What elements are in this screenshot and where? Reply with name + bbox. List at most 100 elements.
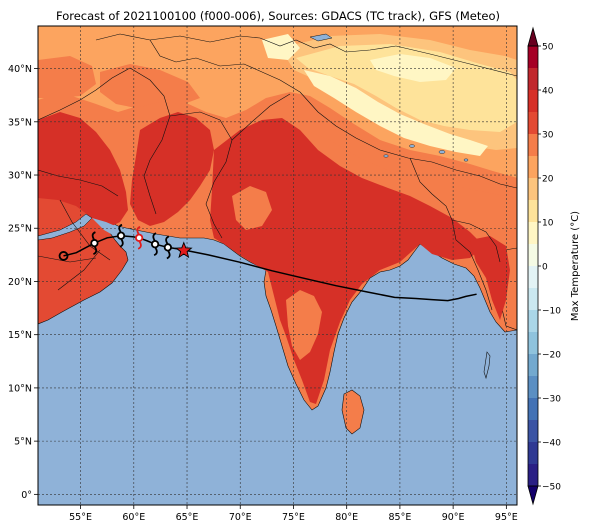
colorbar-tick-label: 20 [542, 175, 554, 185]
lon-tick-label: 75°E [282, 512, 305, 523]
track-symbol-storm [90, 231, 99, 255]
zone-cold-patch [262, 34, 300, 60]
track-symbol-low [58, 251, 69, 261]
zone-hot-india [210, 118, 484, 404]
lake-balkhash-area [309, 33, 333, 42]
colorbar-band [528, 420, 538, 442]
colorbar-band [528, 376, 538, 398]
lon-tick-label: 80°E [335, 512, 358, 523]
colorbar-band [528, 222, 538, 244]
lat-tick-label: 35°N [8, 117, 32, 128]
zone-warm-deccan [286, 290, 322, 360]
zone-cold-tibet [296, 44, 517, 132]
border-7 [231, 93, 291, 141]
zone-himalaya-front [296, 104, 517, 198]
zone-coldest-tibet [304, 70, 488, 156]
zone-cold-north [370, 54, 456, 82]
zone-warm-afghan [100, 64, 200, 108]
map-title: Forecast of 2021100100 (f000-006), Sourc… [56, 9, 500, 23]
colorbar-band [528, 46, 538, 68]
lat-tick-label: 20°N [8, 277, 32, 288]
cyclone-track [58, 223, 477, 302]
lat-tick-label: 15°N [8, 330, 32, 341]
colorbar-tick-label: 0 [542, 263, 548, 273]
colorbar-band [528, 398, 538, 420]
lakes [383, 144, 469, 162]
lon-tick-label: 95°E [495, 512, 518, 523]
zone-hot-myanmar [470, 236, 510, 320]
lat-tick-label: 10°N [8, 383, 32, 394]
lake-4 [463, 158, 469, 162]
colorbar-tick-label: 10 [542, 219, 554, 229]
colorbar-tick-label: −30 [542, 395, 561, 405]
track-symbol-storm [150, 232, 160, 257]
colorbar-under-arrow [527, 485, 539, 506]
colorbar-band [528, 112, 538, 134]
map-frame [37, 25, 518, 506]
lon-tick-label: 55°E [69, 512, 92, 523]
border-11 [299, 91, 517, 189]
lat-tick-label: 30°N [8, 171, 32, 182]
lon-tick-label: 60°E [122, 512, 145, 523]
colorbar-tick-label: 50 [542, 43, 554, 53]
lake-1 [438, 150, 446, 154]
colorbar-band [528, 464, 538, 486]
colorbar-tick-label: −10 [542, 307, 561, 317]
track-symbol-storm [116, 223, 126, 248]
lon-tick-label: 85°E [388, 512, 411, 523]
lat-tick-label: 5°N [14, 437, 32, 448]
lake-3 [383, 154, 389, 158]
map-area [38, 26, 517, 505]
border-8 [259, 37, 397, 53]
border-15 [395, 45, 517, 77]
colorbar-band [528, 442, 538, 464]
lat-tick-label: 40°N [8, 64, 32, 75]
colorbar: 50 40 30 20 10 0 −10 −20 −30 −40 −50 [527, 26, 561, 506]
zone-hot-pakistan [130, 112, 214, 226]
colorbar-band [528, 134, 538, 156]
colorbar-band [528, 200, 538, 222]
border-2 [38, 255, 97, 263]
colorbar-tick-label: −40 [542, 439, 561, 449]
border-16 [38, 169, 119, 197]
colorbar-band [528, 310, 538, 332]
colorbar-band [528, 266, 538, 288]
border-10 [149, 39, 301, 93]
border-6 [169, 111, 233, 239]
border-1 [59, 199, 111, 261]
lat-tick-label: 0° [21, 490, 32, 501]
latitude-ticks: 0° 5°N 10°N 15°N 20°N 25°N 30°N 35°N 40°N [8, 64, 38, 501]
colorbar-tick-label: −50 [542, 483, 561, 493]
colorbar-tick-label: −20 [542, 351, 561, 361]
zone-hot-west [38, 112, 128, 228]
border-13 [451, 219, 501, 263]
temperature-zones [38, 26, 517, 404]
border-14 [469, 251, 493, 311]
lon-tick-label: 70°E [229, 512, 252, 523]
border-12 [409, 157, 471, 253]
colorbar-band [528, 90, 538, 112]
water-bodies [38, 33, 333, 244]
land-sri-lanka [341, 389, 365, 435]
border-4 [38, 67, 131, 121]
persian-gulf [38, 213, 93, 241]
land-andaman [483, 351, 491, 380]
lon-tick-label: 65°E [176, 512, 199, 523]
colorbar-band [528, 288, 538, 310]
border-5 [129, 67, 171, 215]
zone-warm-central [232, 186, 272, 230]
track-symbol-storm [135, 225, 144, 250]
lat-tick-label: 25°N [8, 224, 32, 235]
colorbar-band [528, 354, 538, 376]
colorbar-band [528, 244, 538, 266]
longitude-ticks: 55°E 60°E 65°E 70°E 75°E 80°E 85°E 90°E 95°E [69, 505, 518, 523]
zone-warm-northwest [38, 56, 96, 98]
colorbar-band [528, 68, 538, 90]
colorbar-tick-label: 30 [542, 131, 554, 141]
gulf-of-oman [92, 218, 142, 244]
current-position-star [174, 241, 193, 259]
track-symbol-storm [163, 235, 172, 260]
colorbar-tick-label: 40 [542, 87, 554, 97]
colorbar-band [528, 156, 538, 178]
